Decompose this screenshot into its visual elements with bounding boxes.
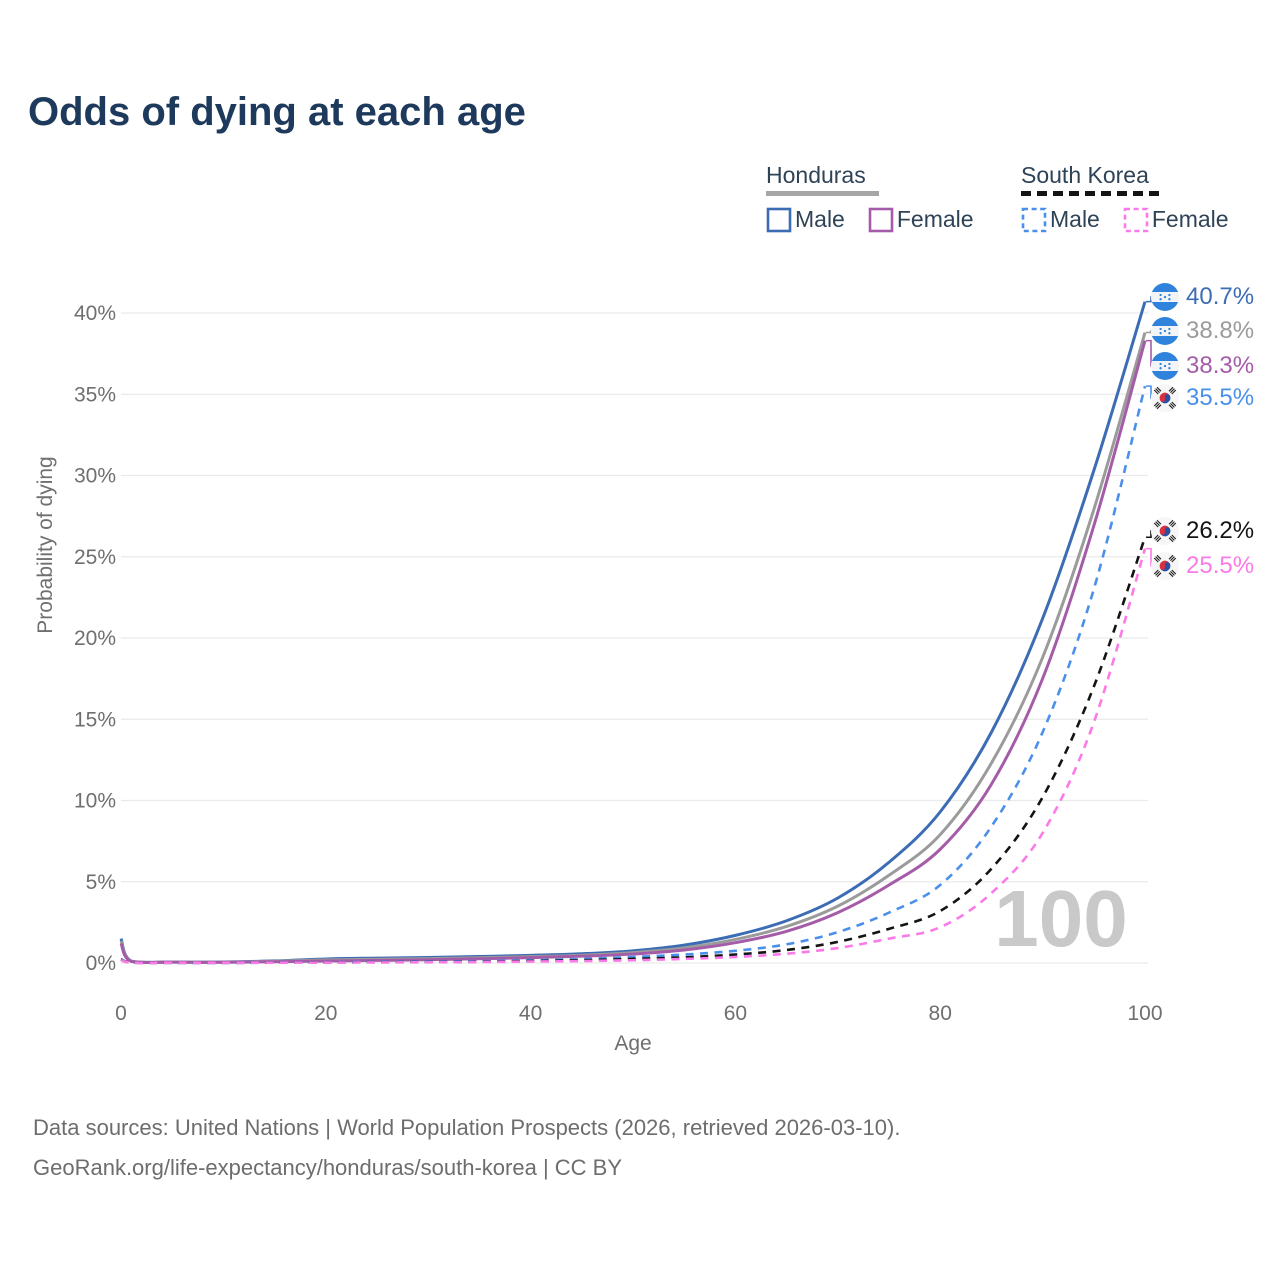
page-title: Odds of dying at each age: [28, 90, 526, 134]
legend-item-honduras-male[interactable]: Male: [766, 206, 845, 233]
end-label-value: 38.3%: [1186, 352, 1255, 379]
legend-group-honduras: Honduras Male Female: [766, 162, 974, 233]
legend-item-label: Male: [795, 206, 845, 232]
x-tick-label: 80: [929, 1002, 952, 1025]
end-label-value: 25.5%: [1186, 552, 1255, 579]
end-label-honduras-both: 38.8%: [1151, 316, 1254, 346]
honduras-flag-icon: [1151, 283, 1179, 311]
y-tick-label: 5%: [86, 871, 116, 894]
x-tick-label: 0: [115, 1002, 127, 1025]
y-tick-label: 0%: [86, 952, 116, 975]
x-tick-label: 100: [1127, 1002, 1162, 1025]
y-tick-label: 30%: [74, 465, 116, 488]
end-label-value: 38.8%: [1186, 317, 1255, 344]
legend-group-south-korea: South Korea Male Female: [1021, 162, 1229, 233]
series-line-south-korea-male[interactable]: [120, 385, 1147, 965]
south-korea-flag-icon: [1151, 552, 1179, 580]
end-label-honduras-male: 40.7%: [1151, 282, 1254, 312]
y-axis-title: Probability of dying: [34, 456, 57, 633]
y-tick-label: 35%: [74, 383, 116, 406]
legend-item-south-korea-female[interactable]: Female: [1123, 206, 1229, 233]
legend-item-label: Male: [1050, 206, 1100, 232]
y-tick-label: 15%: [74, 708, 116, 731]
footer-line-1: Data sources: United Nations | World Pop…: [33, 1115, 901, 1140]
x-tick-label: 20: [314, 1002, 337, 1025]
series-line-south-korea-female[interactable]: [120, 548, 1147, 965]
end-label-south-korea-both: 26.2%: [1151, 516, 1254, 546]
end-label-value: 35.5%: [1186, 384, 1255, 411]
legend-item-honduras-female[interactable]: Female: [868, 206, 974, 233]
legend-item-label: Female: [1151, 206, 1229, 232]
legend-country-honduras: Honduras: [766, 162, 866, 188]
honduras-flag-icon: [1151, 317, 1179, 345]
y-tick-label: 40%: [74, 302, 116, 325]
end-label-south-korea-female: 25.5%: [1151, 551, 1254, 581]
legend-country-south-korea: South Korea: [1021, 162, 1149, 188]
legend-item-south-korea-male[interactable]: Male: [1021, 206, 1100, 233]
legend-linestyle-honduras: [766, 191, 879, 196]
x-tick-label: 60: [724, 1002, 747, 1025]
series-line-honduras-male[interactable]: [119, 301, 1147, 964]
x-axis-title: Age: [614, 1032, 651, 1055]
series-line-honduras-both-sexes[interactable]: [119, 332, 1147, 964]
end-label-south-korea-male: 35.5%: [1151, 383, 1254, 413]
honduras-female-swatch-icon: [868, 207, 894, 232]
south-korea-female-swatch-icon: [1123, 207, 1149, 232]
honduras-male-swatch-icon: [766, 207, 792, 232]
south-korea-flag-icon: [1151, 384, 1179, 412]
legend-linestyle-south-korea: [1021, 191, 1164, 196]
data-sources-footer: Data sources: United Nations | World Pop…: [33, 1108, 900, 1188]
y-tick-label: 25%: [74, 546, 116, 569]
x-tick-label: 40: [519, 1002, 542, 1025]
footer-line-2: GeoRank.org/life-expectancy/honduras/sou…: [33, 1155, 623, 1180]
legend-item-label: Female: [896, 206, 974, 232]
honduras-flag-icon: [1151, 352, 1179, 380]
age-watermark: 100: [994, 874, 1127, 963]
end-label-value: 26.2%: [1186, 517, 1255, 544]
y-tick-label: 10%: [74, 790, 116, 813]
y-tick-label: 20%: [74, 627, 116, 650]
series-line-south-korea-both-sexes[interactable]: [120, 536, 1147, 965]
south-korea-male-swatch-icon: [1021, 207, 1047, 232]
south-korea-flag-icon: [1151, 517, 1179, 545]
end-label-value: 40.7%: [1186, 283, 1255, 310]
end-label-honduras-female: 38.3%: [1151, 351, 1254, 381]
